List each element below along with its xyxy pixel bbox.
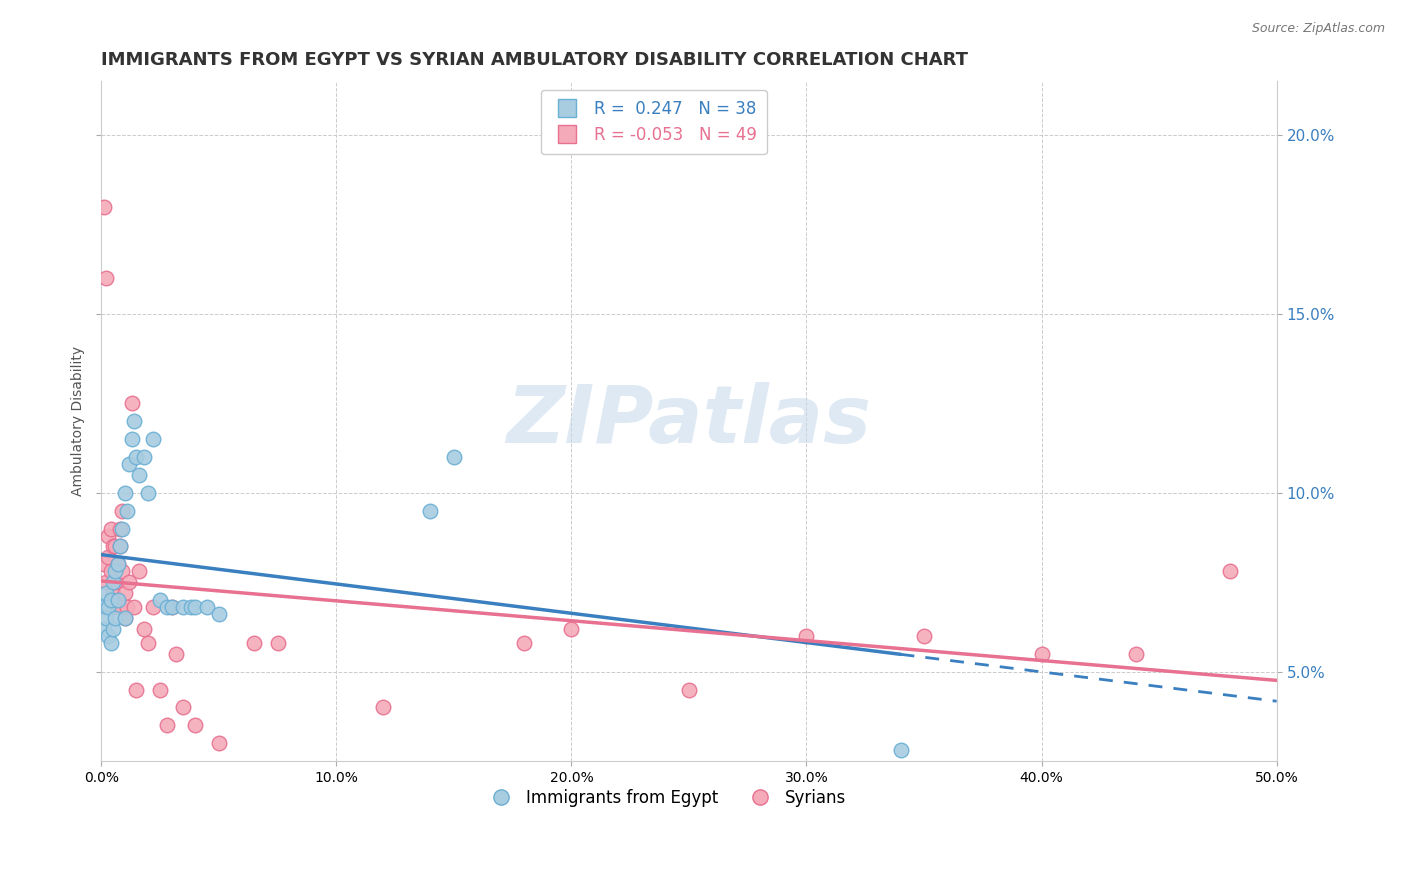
Point	[1219, 565, 1241, 579]
Point	[108, 540, 131, 554]
Point	[122, 414, 145, 428]
Point	[104, 575, 127, 590]
Point	[122, 600, 145, 615]
Point	[184, 600, 207, 615]
Point	[160, 600, 183, 615]
Point	[100, 593, 122, 607]
Point	[180, 600, 202, 615]
Point	[149, 682, 172, 697]
Point	[101, 600, 124, 615]
Point	[132, 622, 155, 636]
Point	[111, 565, 134, 579]
Point	[128, 467, 150, 482]
Point	[108, 540, 131, 554]
Point	[104, 565, 127, 579]
Point	[195, 600, 218, 615]
Point	[165, 647, 187, 661]
Point	[912, 629, 935, 643]
Point	[114, 611, 136, 625]
Y-axis label: Ambulatory Disability: Ambulatory Disability	[72, 346, 86, 496]
Point	[111, 503, 134, 517]
Point	[100, 636, 122, 650]
Point	[101, 575, 124, 590]
Point	[419, 503, 441, 517]
Point	[266, 636, 288, 650]
Point	[1125, 647, 1147, 661]
Point	[243, 636, 266, 650]
Point	[107, 558, 129, 572]
Point	[121, 396, 143, 410]
Point	[889, 743, 911, 757]
Point	[156, 718, 179, 732]
Point	[108, 522, 131, 536]
Point	[100, 522, 122, 536]
Point	[111, 522, 134, 536]
Point	[108, 600, 131, 615]
Point	[118, 575, 141, 590]
Point	[94, 586, 117, 600]
Point	[93, 622, 115, 636]
Point	[104, 540, 127, 554]
Point	[160, 600, 183, 615]
Point	[94, 611, 117, 625]
Point	[114, 485, 136, 500]
Point	[115, 600, 138, 615]
Point	[115, 503, 138, 517]
Point	[107, 593, 129, 607]
Point	[142, 432, 165, 446]
Point	[149, 593, 172, 607]
Point	[136, 636, 159, 650]
Point	[104, 611, 127, 625]
Point	[93, 558, 115, 572]
Point	[796, 629, 818, 643]
Point	[97, 529, 120, 543]
Point	[156, 600, 179, 615]
Point	[114, 611, 136, 625]
Point	[128, 565, 150, 579]
Point	[93, 600, 115, 615]
Point	[560, 622, 582, 636]
Legend: Immigrants from Egypt, Syrians: Immigrants from Egypt, Syrians	[478, 782, 853, 814]
Point	[136, 485, 159, 500]
Point	[678, 682, 700, 697]
Point	[125, 450, 148, 464]
Point	[118, 457, 141, 471]
Point	[93, 200, 115, 214]
Point	[121, 432, 143, 446]
Point	[97, 600, 120, 615]
Point	[107, 593, 129, 607]
Point	[101, 622, 124, 636]
Point	[208, 736, 231, 750]
Point	[101, 586, 124, 600]
Point	[173, 700, 195, 714]
Point	[97, 550, 120, 565]
Text: Source: ZipAtlas.com: Source: ZipAtlas.com	[1251, 22, 1385, 36]
Point	[184, 718, 207, 732]
Point	[1031, 647, 1053, 661]
Point	[513, 636, 536, 650]
Point	[173, 600, 195, 615]
Point	[97, 629, 120, 643]
Point	[114, 586, 136, 600]
Text: IMMIGRANTS FROM EGYPT VS SYRIAN AMBULATORY DISABILITY CORRELATION CHART: IMMIGRANTS FROM EGYPT VS SYRIAN AMBULATO…	[101, 51, 969, 69]
Point	[94, 575, 117, 590]
Point	[208, 607, 231, 622]
Point	[132, 450, 155, 464]
Point	[443, 450, 465, 464]
Text: ZIPatlas: ZIPatlas	[506, 382, 872, 460]
Point	[373, 700, 395, 714]
Point	[94, 271, 117, 285]
Point	[101, 540, 124, 554]
Point	[125, 682, 148, 697]
Point	[100, 565, 122, 579]
Point	[142, 600, 165, 615]
Point	[107, 558, 129, 572]
